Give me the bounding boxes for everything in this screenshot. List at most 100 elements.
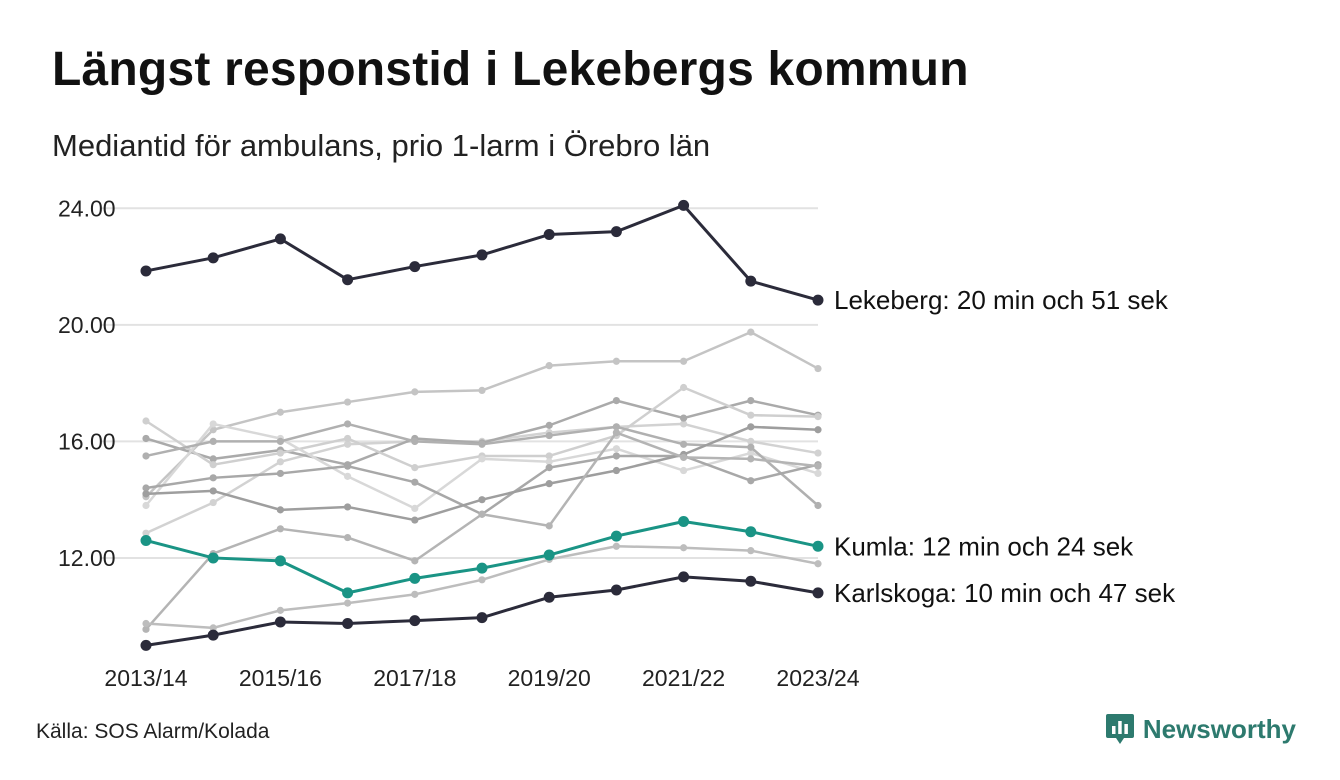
background-series-9-point bbox=[344, 599, 352, 607]
background-series-6-point bbox=[612, 452, 621, 460]
background-series-5-point bbox=[276, 437, 284, 445]
x-tick-label: 2017/18 bbox=[373, 665, 456, 691]
background-series-5-point bbox=[478, 440, 486, 448]
highlight-series-2-point bbox=[409, 615, 421, 627]
background-series-7-point bbox=[478, 496, 486, 504]
background-series-4-point bbox=[411, 504, 419, 513]
highlight-series-2-point bbox=[610, 584, 622, 596]
highlight-series bbox=[140, 199, 824, 651]
background-series-8-point bbox=[478, 510, 486, 518]
highlight-series-0-point bbox=[274, 233, 286, 245]
x-tick-label: 2013/14 bbox=[104, 665, 187, 691]
highlight-series-0-point bbox=[812, 294, 824, 306]
background-series-4-point bbox=[344, 472, 352, 480]
series-end-label: Kumla: 12 min och 24 sek bbox=[834, 531, 1134, 561]
background-series-5-point bbox=[344, 420, 352, 428]
brand: Newsworthy bbox=[1105, 712, 1296, 746]
background-series-5-point bbox=[142, 452, 150, 460]
background-series-5-point bbox=[612, 423, 621, 431]
background-series-0-point bbox=[209, 498, 217, 507]
background-series-4-point bbox=[680, 466, 688, 475]
background-series-3-point bbox=[209, 461, 217, 469]
background-series-9-point bbox=[680, 544, 688, 552]
series-end-label: Karlskoga: 10 min och 47 sek bbox=[834, 578, 1176, 608]
background-series-3-point bbox=[545, 452, 553, 460]
background-series-1-point bbox=[747, 328, 755, 336]
highlight-series-1-point bbox=[409, 572, 421, 584]
background-series-0-point bbox=[814, 449, 822, 457]
x-tick-label: 2015/16 bbox=[239, 665, 322, 691]
highlight-series-1-point bbox=[140, 534, 152, 546]
background-series-8-point bbox=[545, 522, 553, 530]
highlight-series-1-point bbox=[678, 516, 690, 528]
background-series-5-point bbox=[411, 437, 419, 445]
background-series-1-line bbox=[145, 330, 819, 498]
highlight-series-1-point bbox=[812, 540, 824, 552]
background-series-4-point bbox=[612, 445, 621, 453]
background-series-2-point bbox=[612, 397, 621, 405]
background-series-7-point bbox=[545, 480, 553, 488]
background-series-1-point bbox=[814, 364, 822, 373]
background-series-4-point bbox=[747, 449, 755, 457]
background-series-7-point bbox=[276, 506, 284, 514]
highlight-series-1-point bbox=[342, 587, 354, 599]
highlight-series-2-point bbox=[207, 629, 219, 641]
background-series-5-point bbox=[545, 431, 553, 440]
background-series-4-line bbox=[145, 422, 819, 510]
highlight-series-1-point bbox=[543, 549, 555, 561]
background-series-0-point bbox=[344, 440, 352, 448]
background-series-9-point bbox=[276, 606, 284, 614]
background-series-9-point bbox=[142, 619, 150, 628]
background-series-2-point bbox=[680, 414, 688, 422]
background-series-8-point bbox=[276, 525, 284, 533]
background-series-2-point bbox=[142, 434, 150, 443]
highlight-series-2-point bbox=[745, 575, 757, 587]
background-series-7-point bbox=[612, 466, 621, 475]
background-series-6-line bbox=[145, 454, 819, 516]
background-series-6-point bbox=[747, 477, 755, 485]
highlight-series-0-point bbox=[476, 249, 488, 261]
y-tick-label: 20.00 bbox=[58, 312, 116, 338]
highlight-series-1-point bbox=[745, 526, 757, 538]
background-series-7-point bbox=[747, 423, 755, 431]
background-series-7-point bbox=[411, 516, 419, 524]
newsworthy-logo-icon bbox=[1105, 714, 1134, 744]
background-series-7-point bbox=[209, 487, 217, 495]
highlight-series-1-point bbox=[610, 530, 622, 542]
highlight-series-2-point bbox=[543, 591, 555, 603]
x-tick-label: 2023/24 bbox=[776, 665, 859, 691]
background-series-4-point bbox=[545, 458, 553, 466]
background-series-5-line bbox=[145, 422, 819, 507]
background-series-2-point bbox=[747, 397, 755, 405]
background-series-9-point bbox=[612, 542, 621, 550]
highlight-series-2-point bbox=[342, 617, 354, 629]
x-tick-label: 2019/20 bbox=[508, 665, 591, 691]
background-series-6-point bbox=[411, 478, 419, 486]
background-series-1-point bbox=[612, 357, 621, 365]
highlight-series-2-line bbox=[145, 575, 819, 647]
y-tick-label: 16.00 bbox=[58, 428, 116, 454]
background-series-6-point bbox=[276, 469, 284, 478]
background-series-9-point bbox=[411, 590, 419, 598]
highlight-series-2-point bbox=[140, 639, 152, 651]
background-series-2-point bbox=[545, 421, 553, 429]
background-series-6-point bbox=[545, 464, 553, 472]
highlight-series-1-point bbox=[207, 552, 219, 564]
background-series-8-point bbox=[747, 455, 755, 463]
background-series-3-point bbox=[344, 434, 352, 443]
background-series-5-point bbox=[814, 501, 822, 510]
background-series-4-point bbox=[142, 501, 150, 510]
background-series-0-point bbox=[747, 437, 755, 445]
background-series-9-point bbox=[814, 560, 822, 568]
highlight-series-0-point bbox=[409, 261, 421, 273]
background-series-5-point bbox=[680, 440, 688, 448]
background-series-0-point bbox=[142, 529, 150, 537]
background-series-1-point bbox=[680, 357, 688, 365]
background-series-1-point bbox=[276, 408, 284, 416]
background-series-2-point bbox=[209, 455, 217, 463]
background-series-1-point bbox=[344, 398, 352, 406]
chart-subtitle: Mediantid för ambulans, prio 1-larm i Ör… bbox=[52, 128, 711, 163]
highlight-series-0-point bbox=[678, 199, 690, 211]
background-series-0-point bbox=[680, 420, 688, 428]
background-series-6-point bbox=[344, 462, 352, 470]
